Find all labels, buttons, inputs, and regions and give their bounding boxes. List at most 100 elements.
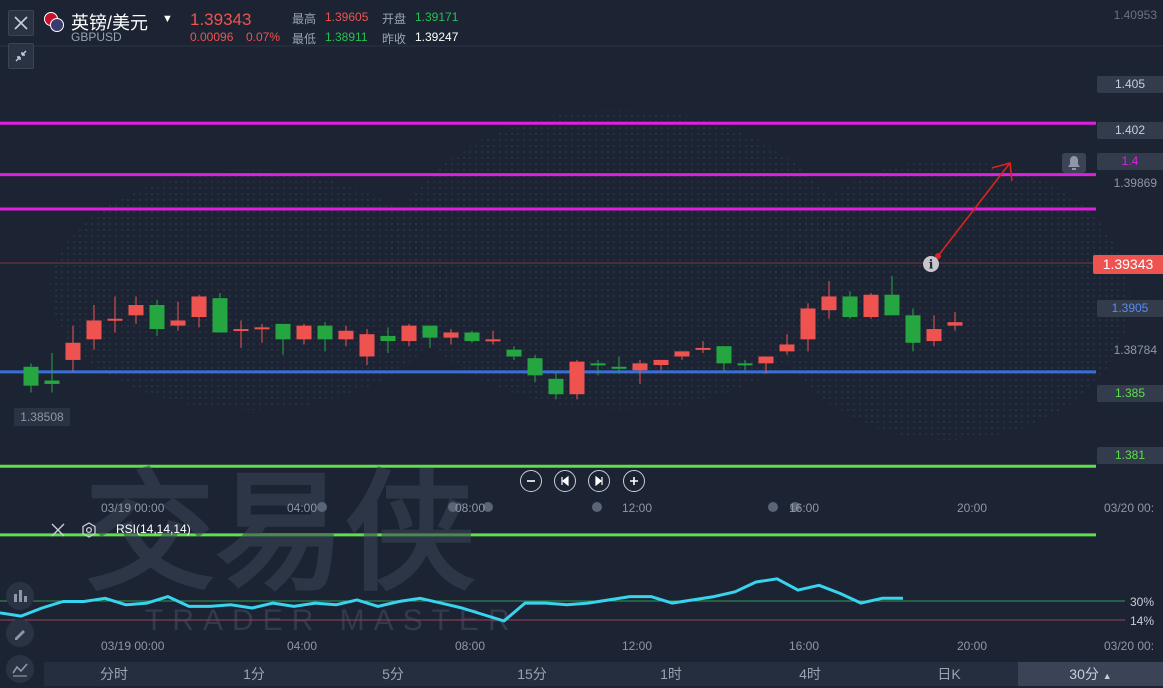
svg-text:i: i: [929, 258, 934, 272]
rsi-title: RSI(14,14,14): [116, 522, 191, 536]
price-line-tag[interactable]: 1.385: [1097, 385, 1163, 402]
instrument-title[interactable]: 英镑/美元: [71, 13, 149, 33]
candle-body: [44, 380, 60, 384]
candle-body: [779, 344, 795, 352]
candle-body: [758, 356, 774, 364]
active-timeframe-label: 30分: [1069, 666, 1099, 682]
candle-body: [128, 305, 144, 316]
indicator-tool-icon[interactable]: [6, 582, 34, 610]
rsi-time-label: 03/19 00:00: [101, 639, 165, 653]
trend-arrow-anchor: [935, 253, 941, 259]
zoom-in-button[interactable]: [623, 470, 645, 492]
left-price-tag: 1.38508: [14, 408, 70, 426]
rsi-time-label: 16:00: [789, 639, 820, 653]
alert-bell-icon[interactable]: [1062, 153, 1086, 173]
collapse-icon[interactable]: [8, 43, 34, 69]
candle-body: [191, 296, 207, 318]
settings-icon[interactable]: [81, 522, 97, 543]
tab-timeframe[interactable]: 5分: [382, 666, 404, 682]
tab-timeframe[interactable]: 分时: [100, 666, 128, 682]
candle-body: [422, 325, 438, 338]
pencil-icon[interactable]: [6, 619, 34, 647]
caret-up-icon: ▲: [1102, 671, 1112, 681]
time-label: 03/20 00:: [1104, 501, 1155, 515]
candle-body: [254, 327, 270, 330]
candle-body: [401, 325, 417, 342]
candle-body: [653, 359, 669, 366]
rsi-level-14: 14%: [1130, 614, 1155, 628]
time-label: 16:00: [789, 501, 820, 515]
candle-body: [212, 298, 228, 333]
tab-timeframe[interactable]: 1分: [243, 666, 265, 682]
price-axis-top: 1.40953: [1113, 8, 1157, 22]
candle-body: [863, 294, 879, 318]
tab-timeframe[interactable]: 1时: [660, 666, 682, 682]
price-change-pct: 0.07%: [246, 30, 281, 44]
time-axis-markers: [317, 502, 800, 512]
rsi-time-label: 08:00: [455, 639, 486, 653]
current-price-tag: 1.39343: [1093, 255, 1163, 274]
chevron-down-icon[interactable]: ▼: [162, 13, 173, 25]
time-label: 08:00: [455, 501, 486, 515]
price-line-tag[interactable]: 1.3905: [1097, 300, 1163, 317]
timeframe-bar: [44, 662, 1163, 686]
candle-body: [737, 363, 753, 366]
zoom-out-button[interactable]: [520, 470, 542, 492]
low-label: 最低: [292, 32, 317, 46]
close-rsi-icon[interactable]: [51, 523, 65, 542]
open-label: 开盘: [382, 12, 407, 26]
close-icon[interactable]: [8, 10, 34, 36]
line-chart-icon[interactable]: [6, 655, 34, 683]
instrument-symbol: GBPUSD: [71, 30, 122, 44]
candle-body: [485, 339, 501, 342]
tab-timeframe-active[interactable]: 30分 ▲: [1018, 662, 1163, 686]
candle-body: [359, 334, 375, 357]
price-axis-mid2: 1.38784: [1113, 343, 1157, 357]
rsi-line: [0, 577, 903, 623]
candle-body: [23, 366, 39, 386]
tab-timeframe[interactable]: 15分: [517, 666, 547, 682]
rsi-time-label: 03/20 00:: [1104, 639, 1155, 653]
candle-body: [590, 363, 606, 366]
price-change: 0.00096: [190, 30, 234, 44]
tab-timeframe[interactable]: 4时: [799, 666, 821, 682]
candle-body: [506, 349, 522, 357]
low-value: 1.38911: [325, 30, 368, 44]
open-value: 1.39171: [415, 10, 459, 24]
price-axis-mid1: 1.39869: [1113, 176, 1157, 190]
candle-body: [674, 351, 690, 357]
candle-body: [905, 315, 921, 343]
header: 英镑/美元 ▼ GBPUSD 1.39343 0.00096 0.07% 最高 …: [0, 0, 470, 69]
price-line-tag[interactable]: 1.402: [1097, 122, 1163, 139]
rsi-level-30: 30%: [1130, 595, 1155, 609]
candle-body: [695, 347, 711, 350]
candle-body: [296, 325, 312, 340]
candle-body: [842, 296, 858, 318]
candle-body: [464, 332, 480, 342]
candle-body: [170, 320, 186, 326]
trend-arrow-head: [991, 161, 1013, 182]
time-label: 04:00: [287, 501, 318, 515]
high-value: 1.39605: [325, 10, 369, 24]
candle-body: [821, 296, 837, 311]
scroll-end-button[interactable]: [588, 470, 610, 492]
candle-body: [443, 332, 459, 338]
tab-timeframe[interactable]: 日K: [937, 666, 961, 682]
candle-body: [317, 325, 333, 340]
price-line-tag[interactable]: 1.405: [1097, 76, 1163, 93]
prev-close-label: 昨收: [382, 32, 407, 46]
time-label: 12:00: [622, 501, 653, 515]
candle-body: [947, 322, 963, 326]
info-icon[interactable]: i: [923, 256, 939, 272]
scroll-start-button[interactable]: [554, 470, 576, 492]
candle-body: [884, 294, 900, 316]
flag-icon: [44, 12, 64, 32]
price-line-tag[interactable]: 1.4: [1097, 153, 1163, 170]
candle-body: [611, 366, 627, 369]
time-label: 03/19 00:00: [101, 501, 165, 515]
rsi-time-label: 20:00: [957, 639, 988, 653]
candle-body: [632, 363, 648, 371]
price-line-tag[interactable]: 1.381: [1097, 447, 1163, 464]
price-lines: [0, 121, 1096, 537]
